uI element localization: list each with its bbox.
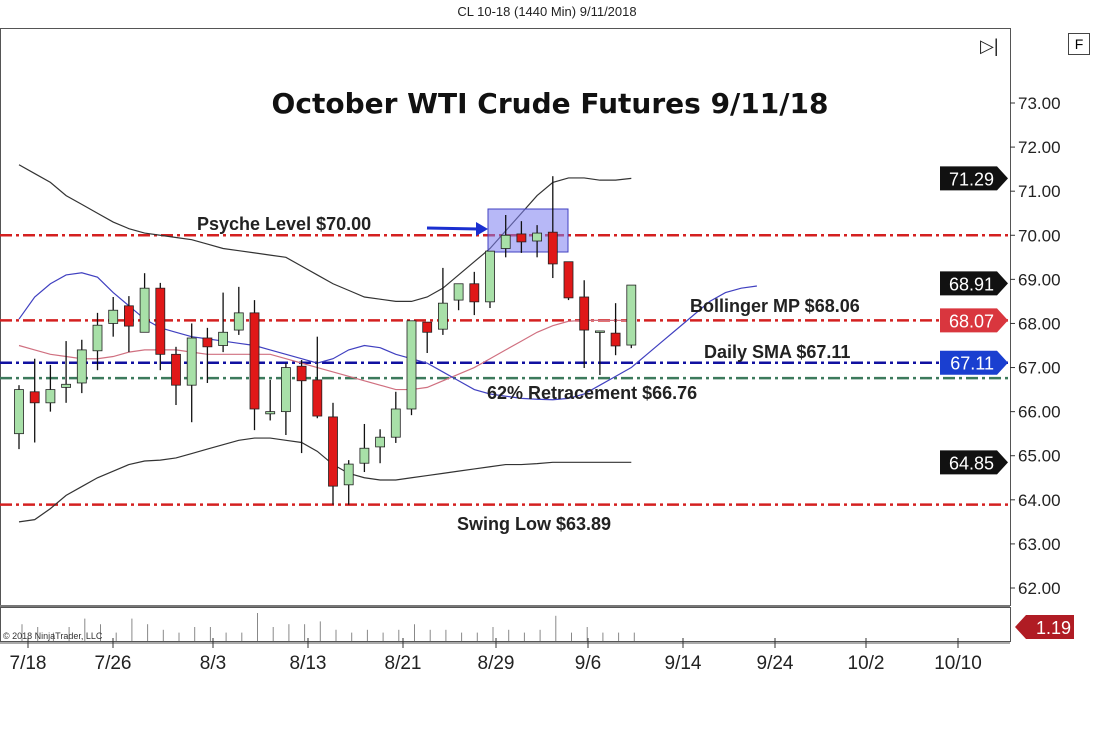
price-tag xyxy=(940,166,1008,191)
x-tick-label: 9/14 xyxy=(665,653,702,674)
candle-down xyxy=(579,296,590,331)
price-tag xyxy=(940,271,1008,296)
level-label: 62% Retracement $66.76 xyxy=(487,383,697,403)
candle-up xyxy=(406,320,417,410)
y-tick-label: 73.00 xyxy=(1018,94,1061,113)
arrow-shaft xyxy=(426,226,479,231)
candle-up xyxy=(92,324,103,352)
y-tick-label: 70.00 xyxy=(1018,226,1061,245)
candle-up xyxy=(265,411,276,415)
x-tick-label: 10/10 xyxy=(934,653,982,674)
x-tick-label: 9/6 xyxy=(575,653,601,674)
candle-down xyxy=(422,321,433,333)
candle-down xyxy=(29,391,40,404)
candle-down xyxy=(124,305,134,327)
price-tag-label: 68.91 xyxy=(949,274,994,294)
price-tag-label: 67.11 xyxy=(950,354,994,374)
price-tag-label: 68.07 xyxy=(949,311,994,331)
arrow-head-icon xyxy=(476,222,488,236)
candle-up xyxy=(485,250,495,303)
y-tick-label: 71.00 xyxy=(1018,182,1061,201)
candle-up xyxy=(186,337,197,386)
level-label: Swing Low $63.89 xyxy=(457,514,611,534)
candle-down xyxy=(516,233,527,243)
x-tick-label: 8/21 xyxy=(385,653,422,674)
candle-up xyxy=(390,408,401,438)
candle-up xyxy=(233,312,244,331)
bollinger-lower-line xyxy=(18,437,632,523)
volume-panel-frame xyxy=(0,607,1011,642)
candle-up xyxy=(45,389,56,404)
candle-down xyxy=(547,231,558,265)
candle-up xyxy=(595,330,605,333)
bollinger-upper-line xyxy=(18,164,632,303)
volume-tag-label: 1.19 xyxy=(1036,618,1071,638)
candle-down xyxy=(563,261,574,299)
y-tick-label: 68.00 xyxy=(1018,314,1061,333)
candle-down xyxy=(296,365,307,382)
candle-up xyxy=(108,309,119,324)
f-button[interactable]: F xyxy=(1068,33,1090,55)
level-label: Daily SMA $67.11 xyxy=(704,342,850,362)
volume-tag xyxy=(1015,615,1074,639)
candle-up xyxy=(218,331,229,346)
bollinger-mid-line xyxy=(18,319,632,391)
candle-down xyxy=(328,416,338,487)
x-tick-label: 7/26 xyxy=(95,653,132,674)
candle-down xyxy=(171,353,181,386)
candle-up xyxy=(532,232,542,242)
level-label: Psyche Level $70.00 xyxy=(197,214,371,234)
y-tick-label: 72.00 xyxy=(1018,138,1061,157)
candle-up xyxy=(500,234,511,249)
candle-up xyxy=(375,436,386,448)
price-tag-label: 71.29 xyxy=(949,169,994,189)
price-tag-label: 64.85 xyxy=(949,453,994,473)
price-tag xyxy=(940,308,1008,333)
candle-down xyxy=(469,283,480,303)
chart-title: October WTI Crude Futures 9/11/18 xyxy=(272,87,829,120)
x-tick-label: 8/13 xyxy=(290,653,327,674)
y-tick-label: 66.00 xyxy=(1018,403,1061,422)
chart-header-title: CL 10-18 (1440 Min) 9/11/2018 xyxy=(457,4,637,19)
sma-line xyxy=(18,272,757,401)
x-tick-label: 7/18 xyxy=(10,653,47,674)
x-tick-label: 10/2 xyxy=(848,653,885,674)
candle-down xyxy=(610,332,621,347)
copyright-text: © 2018 NinjaTrader, LLC xyxy=(3,631,103,641)
candle-up xyxy=(626,284,637,346)
y-tick-label: 62.00 xyxy=(1018,579,1061,598)
y-tick-label: 64.00 xyxy=(1018,491,1061,510)
candle-up xyxy=(61,383,71,388)
y-tick-label: 65.00 xyxy=(1018,447,1061,466)
price-tag xyxy=(940,450,1008,475)
candle-up xyxy=(359,447,370,464)
y-tick-label: 67.00 xyxy=(1018,359,1061,378)
candle-down xyxy=(202,337,213,348)
candle-up xyxy=(280,367,291,413)
x-tick-label: 8/3 xyxy=(200,653,226,674)
y-tick-label: 63.00 xyxy=(1018,535,1061,554)
x-tick-label: 9/24 xyxy=(757,653,794,674)
candle-up xyxy=(14,389,24,435)
candle-up xyxy=(139,287,150,333)
candle-down xyxy=(312,379,323,417)
x-tick-label: 8/29 xyxy=(478,653,515,674)
candle-down xyxy=(249,312,260,410)
candle-up xyxy=(76,349,87,384)
candle-up xyxy=(453,283,464,301)
y-tick-label: 69.00 xyxy=(1018,270,1061,289)
candle-down xyxy=(155,287,166,355)
price-tag xyxy=(940,350,1008,375)
skip-to-end-icon[interactable]: ▷| xyxy=(980,36,999,56)
candle-up xyxy=(343,463,354,486)
level-label: Bollinger MP $68.06 xyxy=(690,296,860,316)
candle-up xyxy=(437,302,448,330)
